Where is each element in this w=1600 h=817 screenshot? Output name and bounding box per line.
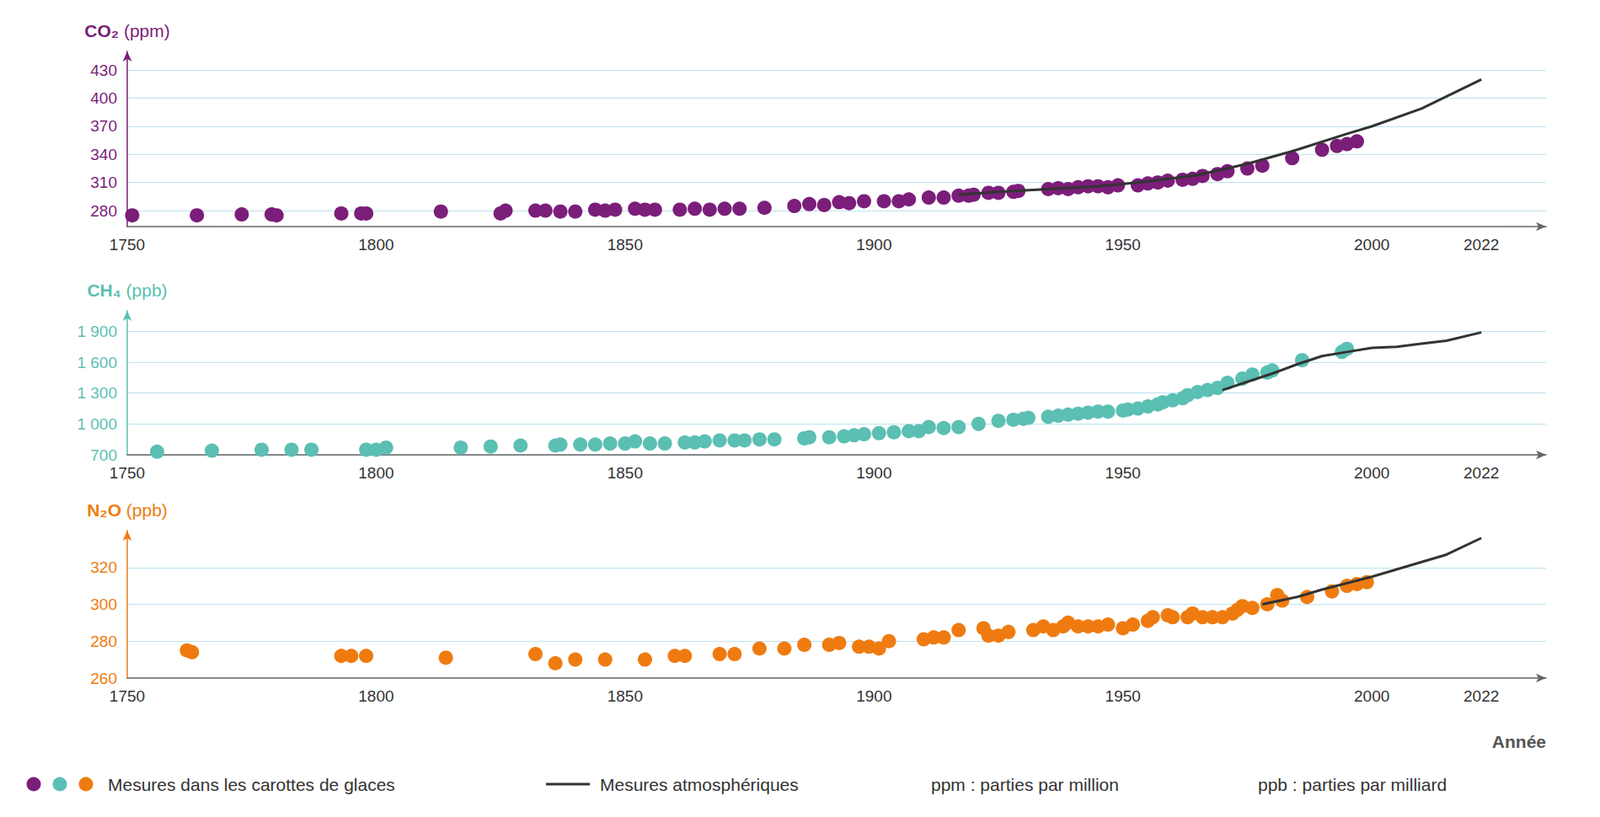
svg-text:Année: Année [1492, 732, 1547, 752]
svg-text:1850: 1850 [607, 235, 643, 254]
svg-text:1750: 1750 [109, 687, 145, 706]
svg-text:Mesures atmosphériques: Mesures atmosphériques [599, 775, 799, 795]
svg-text:700: 700 [90, 446, 118, 465]
svg-text:1 900: 1 900 [76, 322, 118, 341]
svg-text:1850: 1850 [607, 687, 643, 706]
svg-text:1 300: 1 300 [76, 384, 118, 402]
svg-text:300: 300 [90, 595, 118, 614]
svg-text:2000: 2000 [1353, 464, 1390, 482]
svg-text:1800: 1800 [358, 235, 394, 254]
svg-text:1950: 1950 [1105, 687, 1141, 706]
svg-text:1750: 1750 [109, 235, 145, 254]
svg-text:1950: 1950 [1105, 464, 1141, 482]
svg-text:340: 340 [90, 145, 118, 164]
svg-text:2000: 2000 [1353, 235, 1390, 254]
svg-text:(ppm): (ppm) [118, 21, 171, 41]
svg-text:1 000: 1 000 [76, 415, 118, 434]
svg-text:(ppb): (ppb) [121, 500, 168, 520]
svg-text:1800: 1800 [358, 687, 394, 706]
svg-text:430: 430 [90, 61, 118, 80]
svg-text:320: 320 [90, 558, 118, 577]
svg-text:2000: 2000 [1353, 687, 1390, 706]
svg-text:260: 260 [90, 669, 118, 688]
svg-text:370: 370 [90, 117, 118, 135]
svg-text:2022: 2022 [1463, 464, 1499, 482]
svg-text:Mesures dans les carottes de g: Mesures dans les carottes de glaces [107, 775, 396, 795]
svg-text:1900: 1900 [856, 464, 892, 482]
svg-text:2022: 2022 [1463, 235, 1499, 254]
svg-text:1900: 1900 [856, 235, 892, 254]
svg-text:ppm : parties par million: ppm : parties par million [931, 775, 1119, 795]
svg-text:CH₄: CH₄ [86, 280, 121, 300]
svg-text:1900: 1900 [856, 687, 892, 706]
svg-text:(ppb): (ppb) [121, 280, 168, 300]
svg-text:1750: 1750 [109, 464, 145, 482]
svg-text:ppb : parties par milliard: ppb : parties par milliard [1257, 775, 1447, 795]
svg-text:1850: 1850 [607, 464, 643, 482]
svg-text:280: 280 [90, 632, 118, 651]
svg-text:CO₂: CO₂ [84, 21, 119, 41]
svg-text:310: 310 [90, 173, 118, 192]
svg-text:2022: 2022 [1463, 687, 1499, 706]
svg-text:400: 400 [90, 89, 118, 108]
svg-text:1950: 1950 [1105, 235, 1141, 254]
svg-text:N₂O: N₂O [86, 500, 122, 520]
svg-text:1800: 1800 [358, 464, 394, 482]
svg-text:1 600: 1 600 [76, 353, 118, 372]
svg-text:280: 280 [90, 202, 118, 220]
